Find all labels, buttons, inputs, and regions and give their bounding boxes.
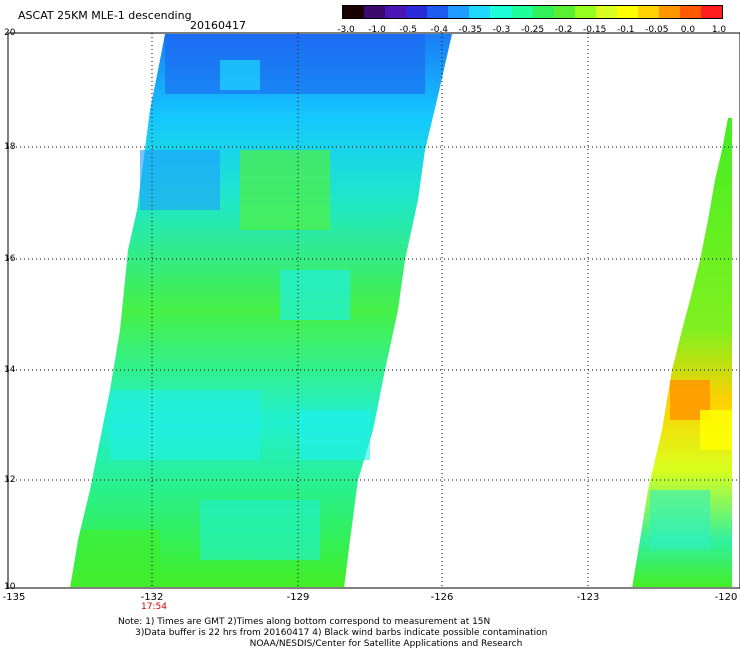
notes-line-2: 3)Data buffer is 22 hrs from 20160417 4)… <box>118 628 548 638</box>
colorbar-segment <box>511 6 533 18</box>
lat-label-18: 18 <box>4 142 16 152</box>
colorbar-segment <box>406 6 428 18</box>
colorbar-segment <box>637 6 659 18</box>
plot-frame <box>7 32 740 589</box>
colorbar-segment <box>553 6 575 18</box>
swath-patch <box>280 270 350 320</box>
lon-label-135: -135 <box>2 592 26 603</box>
colorbar-segment <box>427 6 449 18</box>
colorbar-label: -0.5 <box>399 25 417 35</box>
swath-patch <box>650 490 710 550</box>
swath-patch <box>80 530 160 587</box>
colorbar-label: -0.25 <box>520 25 545 35</box>
lat-label-16: 16 <box>4 254 16 264</box>
colorbar-segment <box>680 6 702 18</box>
colorbar-segment <box>364 6 386 18</box>
swath-patch <box>110 390 260 460</box>
map-date: 20160417 <box>190 19 246 32</box>
lon-label-126: -126 <box>430 592 454 603</box>
swath-patch <box>200 500 320 560</box>
lat-label-10: 10 <box>4 582 16 592</box>
colorbar-label: -0.05 <box>645 25 669 35</box>
colorbar-label: -0.2 <box>554 25 573 35</box>
map-title: ASCAT 25KM MLE-1 descending <box>18 9 192 22</box>
swath-east <box>632 118 732 587</box>
colorbar-label: -0.3 <box>492 25 511 35</box>
colorbar-label: -0.4 <box>430 25 449 35</box>
colorbar-segment <box>658 6 680 18</box>
lon-label-129: -129 <box>286 592 310 603</box>
colorbar-segment <box>385 6 407 18</box>
colorbar-label: -0.1 <box>616 25 635 35</box>
swath-patch <box>220 60 260 90</box>
lat-label-14: 14 <box>4 365 16 375</box>
pass-time-label: 17:54 <box>141 602 167 612</box>
colorbar-segment <box>616 6 638 18</box>
lon-label-132: -132 <box>140 592 164 603</box>
colorbar-segment <box>574 6 596 18</box>
colorbar-label: -0.35 <box>458 25 482 35</box>
colorbar-segment <box>469 6 491 18</box>
colorbar-segment <box>595 6 617 18</box>
colorbar-label: -1.0 <box>368 25 386 35</box>
colorbar-segment <box>490 6 512 18</box>
swath-patch <box>300 410 370 460</box>
colorbar <box>342 5 723 19</box>
swath-patch <box>240 150 330 230</box>
colorbar-label: -0.15 <box>583 25 607 35</box>
lat-label-20: 20 <box>4 28 16 38</box>
swath-patch <box>165 34 425 94</box>
notes-line-1: Note: 1) Times are GMT 2)Times along bot… <box>118 617 491 627</box>
colorbar-segment <box>448 6 470 18</box>
lon-label-120: -120 <box>714 592 738 603</box>
swath-patch <box>700 410 732 450</box>
colorbar-label: 0.0 <box>680 25 696 35</box>
colorbar-segment <box>701 6 723 18</box>
lat-label-12: 12 <box>4 475 16 485</box>
colorbar-segment <box>532 6 554 18</box>
lon-label-123: -123 <box>576 592 600 603</box>
colorbar-label: 1.0 <box>711 25 727 35</box>
swath-patch <box>140 150 220 210</box>
notes-line-3: NOAA/NESDIS/Center for Satellite Applica… <box>118 639 523 649</box>
colorbar-label: -3.0 <box>337 25 355 35</box>
colorbar-segment <box>343 6 365 18</box>
